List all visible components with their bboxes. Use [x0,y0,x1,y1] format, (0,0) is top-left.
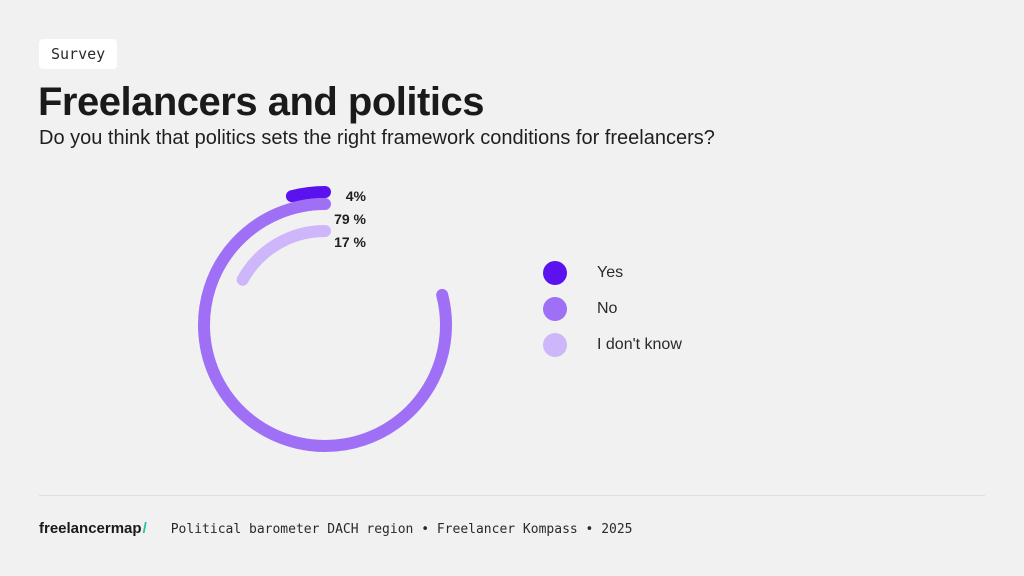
legend-item-yes: Yes [543,255,682,291]
legend-item-no: No [543,291,682,327]
logo-slash-icon: / [142,520,147,537]
page-title: Freelancers and politics [38,80,484,124]
chart-svg: 4% 79 % 17 % [198,186,452,452]
legend-item-dont-know: I don't know [543,327,682,363]
arc-yes [285,186,331,203]
footer-divider [39,495,985,496]
chart-legend: Yes No I don't know [543,255,682,363]
value-label-no: 79 % [334,211,366,227]
survey-tag: Survey [39,39,118,69]
legend-label-yes: Yes [597,264,624,281]
freelancermap-logo: freelancermap/ [39,520,147,537]
legend-swatch-yes [543,261,567,285]
legend-swatch-no [543,297,567,321]
value-label-yes: 4% [346,188,367,204]
logo-text: freelancermap [39,520,142,537]
page-subtitle: Do you think that politics sets the righ… [39,127,715,149]
legend-swatch-dont-know [543,333,567,357]
arc-no [198,198,452,452]
footer: freelancermap/ Political barometer DACH … [39,520,633,537]
legend-label-no: No [597,300,618,317]
legend-label-dont-know: I don't know [597,336,682,353]
source-note: Political barometer DACH region • Freela… [170,522,633,537]
radial-bar-chart: 4% 79 % 17 % [180,180,480,470]
value-label-dont-know: 17 % [334,234,366,250]
arc-dont-know [236,225,331,286]
